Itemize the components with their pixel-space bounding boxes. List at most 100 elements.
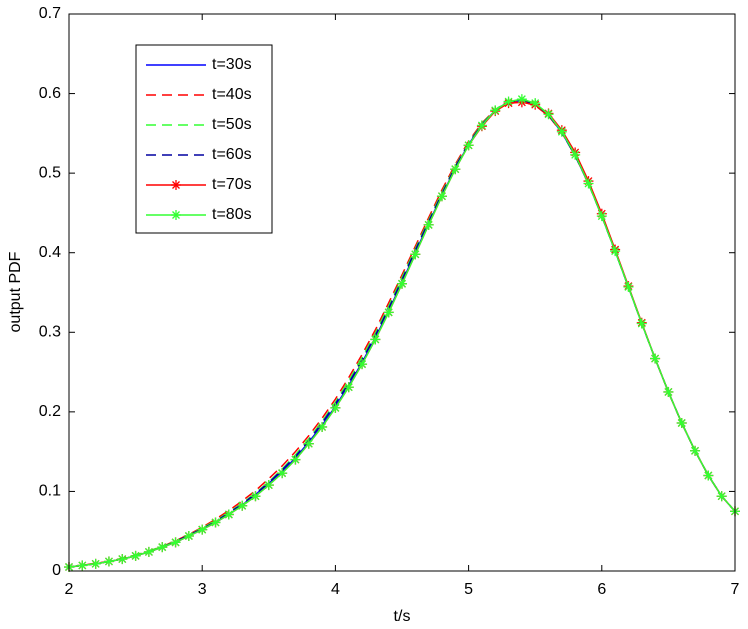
series-marker	[330, 402, 341, 413]
series-marker	[410, 249, 421, 260]
marker-stroke	[664, 388, 673, 396]
legend-box	[135, 44, 273, 234]
x-axis-label: t/s	[394, 608, 411, 625]
marker-stroke	[184, 532, 193, 540]
marker-stroke	[691, 446, 699, 455]
marker-stroke	[224, 510, 233, 519]
marker-stroke	[78, 561, 87, 570]
marker-stroke	[398, 279, 406, 288]
marker-stroke	[637, 319, 646, 328]
marker-stroke	[172, 211, 180, 219]
y-tick-label: 0.5	[39, 164, 61, 181]
marker-stroke	[91, 559, 100, 568]
marker-stroke	[677, 419, 686, 427]
marker-stroke	[131, 551, 140, 560]
marker-stroke	[278, 469, 287, 478]
series-marker	[170, 537, 181, 548]
series-marker	[543, 109, 554, 120]
series-marker	[370, 334, 381, 345]
series-marker	[503, 96, 514, 107]
series-marker	[117, 554, 128, 565]
x-tick-label: 7	[731, 581, 740, 598]
series-marker	[556, 126, 567, 137]
marker-stroke	[597, 212, 606, 221]
marker-stroke	[464, 141, 473, 150]
series-marker	[490, 105, 501, 116]
series-marker	[317, 421, 328, 432]
series-marker	[703, 470, 714, 481]
marker-stroke	[477, 121, 486, 130]
marker-stroke	[264, 481, 273, 490]
series-marker	[623, 281, 634, 292]
series-marker	[183, 530, 194, 541]
series-marker	[157, 542, 168, 553]
y-tick-label: 0.1	[39, 483, 61, 500]
marker-stroke	[251, 492, 260, 501]
series-marker	[290, 454, 301, 465]
marker-stroke	[571, 150, 580, 159]
series-marker	[77, 560, 88, 571]
series-marker	[690, 445, 701, 456]
series-marker	[570, 149, 581, 160]
marker-stroke	[411, 250, 420, 259]
series-marker	[476, 120, 487, 131]
legend-label: t=60s	[212, 146, 252, 163]
series-marker	[463, 140, 474, 151]
series-marker	[383, 307, 394, 318]
series-marker	[583, 178, 594, 189]
series-marker	[210, 517, 221, 528]
marker-stroke	[557, 127, 566, 136]
legend: t=30s t=40s t=50s t=60s t=70s t=80s	[135, 44, 273, 234]
legend-label: t=80s	[212, 206, 252, 223]
marker-stroke	[291, 455, 300, 464]
series-marker	[596, 211, 607, 222]
plot-frame	[68, 13, 736, 572]
marker-stroke	[717, 492, 726, 501]
y-tick-label: 0.7	[39, 5, 61, 22]
legend-label: t=70s	[212, 176, 252, 193]
y-axis-label: output PDF	[7, 251, 24, 332]
marker-stroke	[424, 220, 433, 229]
marker-stroke	[624, 282, 633, 291]
marker-stroke	[517, 95, 526, 104]
series-marker	[223, 509, 234, 520]
series-marker	[610, 246, 621, 257]
marker-stroke	[651, 354, 660, 363]
series-marker	[357, 359, 368, 370]
series-marker	[423, 219, 434, 230]
marker-stroke	[384, 308, 393, 317]
marker-stroke	[358, 360, 366, 369]
marker-stroke	[171, 538, 180, 547]
marker-stroke	[172, 181, 180, 189]
series-marker	[263, 480, 274, 491]
marker-stroke	[451, 165, 460, 174]
series-marker	[516, 94, 527, 105]
marker-stroke	[105, 557, 113, 566]
legend-label: t=50s	[212, 116, 252, 133]
marker-stroke	[144, 547, 153, 556]
series-marker	[143, 546, 154, 557]
series-marker	[650, 353, 661, 364]
x-tick-label: 2	[65, 581, 74, 598]
series-marker	[303, 438, 314, 449]
series-marker	[716, 491, 727, 502]
y-tick-label: 0.3	[39, 324, 61, 341]
y-tick-label: 0.2	[39, 403, 61, 420]
marker-stroke	[331, 403, 340, 412]
x-tick-label: 4	[331, 581, 340, 598]
series-marker	[90, 558, 101, 569]
series-marker	[103, 556, 114, 567]
marker-stroke	[344, 383, 353, 392]
series-marker	[237, 500, 248, 511]
series-marker	[343, 382, 354, 393]
x-tick-label: 3	[198, 581, 207, 598]
marker-stroke	[584, 179, 593, 188]
series-marker	[450, 164, 461, 175]
marker-stroke	[544, 110, 553, 119]
y-tick-label: 0.6	[39, 85, 61, 102]
legend-label: t=30s	[212, 56, 252, 73]
series-marker	[250, 491, 261, 502]
series-marker	[130, 550, 141, 561]
